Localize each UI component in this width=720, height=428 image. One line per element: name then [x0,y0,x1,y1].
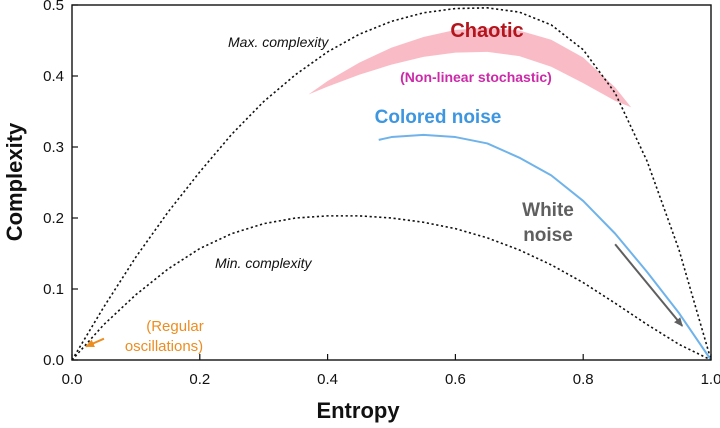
arrow-0 [614,243,684,327]
series-min-complexity [71,215,712,361]
x-tick-label: 0.2 [189,371,210,388]
y-tick-label: 0.4 [43,68,64,85]
x-tick-label: 0.4 [317,371,338,388]
regions-layer [308,27,632,108]
annotation-regular: (Regular [146,318,204,335]
annotation-oscillations: oscillations) [125,338,203,355]
annotation-colored-noise: Colored noise [375,107,502,128]
annotation-max-complexity: Max. complexity [228,34,329,50]
series-max-complexity [71,7,712,361]
plot-frame [71,4,712,361]
annotation-noise: noise [523,225,573,246]
annotation-white: White [522,200,574,221]
x-tick-label: 0.8 [573,371,594,388]
y-tick-label: 0.3 [43,139,64,156]
series-layer [71,7,712,361]
y-tick-label: 0.5 [43,0,64,14]
x-ticks: 0.0 0.2 0.4 0.6 0.8 1.0 [62,354,720,388]
y-tick-label: 0.0 [43,352,64,369]
annotation-min-complexity: Min. complexity [215,255,312,271]
region-chaotic [308,27,632,108]
x-tick-label: 0.0 [62,371,83,388]
x-tick-label: 1.0 [701,371,720,388]
annotation-non-linear-stochastic: (Non-linear stochastic) [400,69,552,85]
series-colored-noise [378,133,712,361]
x-tick-label: 0.6 [445,371,466,388]
y-tick-label: 0.2 [43,210,64,227]
x-axis-title: Entropy [316,398,400,423]
annotation-chaotic: Chaotic [450,20,523,42]
y-axis-title: Complexity [2,122,27,241]
y-ticks: 0.0 0.1 0.2 0.3 0.4 0.5 [43,0,78,369]
arrow-1 [85,337,105,348]
arrows-layer [85,243,684,348]
y-tick-label: 0.1 [43,281,64,298]
